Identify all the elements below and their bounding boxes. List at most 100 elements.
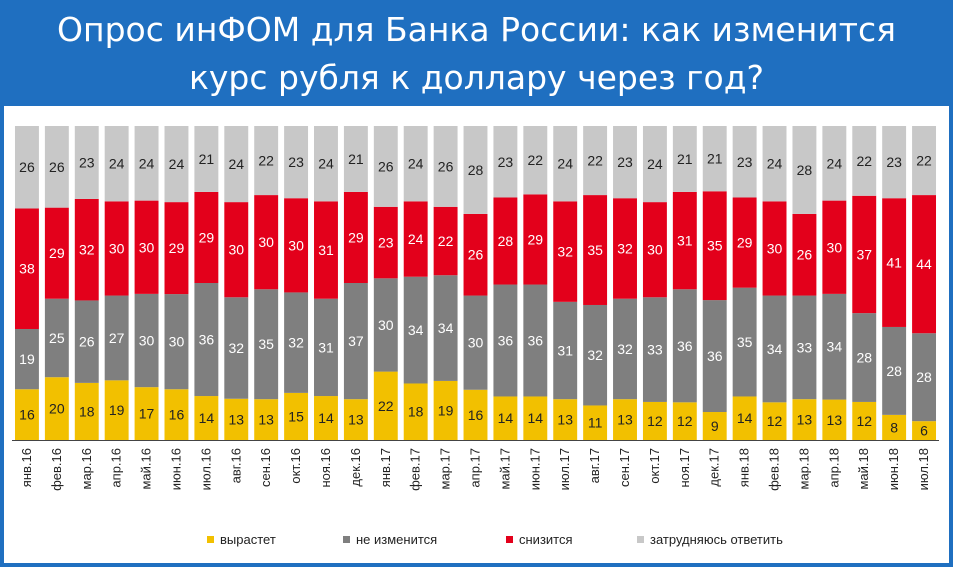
x-tick-label: мар.17 xyxy=(438,448,453,489)
data-label: 28 xyxy=(797,162,813,178)
data-label: 28 xyxy=(498,233,514,249)
data-label: 26 xyxy=(49,159,65,175)
bar-segment xyxy=(642,126,667,203)
data-label: 30 xyxy=(258,234,274,250)
bar-segment xyxy=(762,201,787,296)
bar-segment xyxy=(224,202,249,298)
data-label: 18 xyxy=(79,403,95,419)
data-label: 32 xyxy=(617,240,633,256)
data-label: 23 xyxy=(617,154,633,170)
bar-segment xyxy=(74,198,99,301)
legend-label: вырастет xyxy=(220,532,276,547)
bar-segment xyxy=(672,126,697,192)
bar-segment xyxy=(822,293,847,400)
bar-segment xyxy=(792,399,817,440)
x-tick-label: июл.18 xyxy=(916,448,931,490)
title-line-1: Опрос инФОМ для Банка России: как измени… xyxy=(57,10,896,49)
bar-segment xyxy=(702,191,727,301)
data-label: 14 xyxy=(737,410,753,426)
bar-segment xyxy=(613,198,637,299)
legend-label: затрудняюсь ответить xyxy=(650,532,783,547)
x-tick-label: фев.17 xyxy=(408,448,423,491)
bar-segment xyxy=(642,297,667,402)
bar-segment xyxy=(104,126,129,202)
bar-segment xyxy=(583,195,608,305)
bar-segment xyxy=(792,213,817,296)
data-label: 32 xyxy=(617,341,633,357)
bar-segment xyxy=(493,126,518,198)
data-label: 20 xyxy=(49,401,65,417)
bar-segment xyxy=(912,421,937,440)
data-label: 26 xyxy=(797,247,813,263)
data-label: 33 xyxy=(797,339,813,355)
data-label: 28 xyxy=(886,363,902,379)
bar-segment xyxy=(433,275,458,381)
data-label: 13 xyxy=(228,411,244,427)
data-label: 28 xyxy=(856,350,872,366)
data-label: 35 xyxy=(707,238,723,254)
bar-segment xyxy=(852,126,877,196)
data-label: 26 xyxy=(19,159,35,175)
bar-segment xyxy=(852,313,877,402)
bar-segment xyxy=(553,126,578,202)
data-label: 30 xyxy=(468,335,484,351)
data-label: 19 xyxy=(438,402,454,418)
bar-segment xyxy=(702,126,727,192)
data-label: 11 xyxy=(588,415,603,431)
bar-segment xyxy=(164,389,189,440)
x-tick-label: мар.18 xyxy=(796,448,811,489)
bar-segment xyxy=(44,298,69,378)
data-label: 36 xyxy=(498,333,514,349)
bar-segment xyxy=(284,126,309,199)
data-label: 13 xyxy=(827,412,843,428)
data-label: 28 xyxy=(916,369,932,385)
data-label: 19 xyxy=(109,402,125,418)
bar-segment xyxy=(373,126,398,207)
bar-segment xyxy=(194,191,219,283)
bar-segment xyxy=(224,297,249,399)
data-label: 32 xyxy=(288,335,304,351)
bar-segment xyxy=(284,392,309,440)
data-label: 33 xyxy=(647,342,663,358)
data-label: 22 xyxy=(528,152,544,168)
data-label: 44 xyxy=(916,256,932,272)
bar-segment xyxy=(762,295,787,403)
bar-segment xyxy=(493,197,518,285)
bar-segment xyxy=(254,126,279,196)
data-label: 32 xyxy=(587,347,603,363)
bar-segment xyxy=(343,191,368,283)
bar-segment xyxy=(314,126,338,202)
bar-segment xyxy=(672,191,697,290)
data-label: 30 xyxy=(288,237,304,253)
data-label: 31 xyxy=(557,343,573,359)
bar-segment xyxy=(523,194,548,285)
data-label: 12 xyxy=(767,413,783,429)
data-label: 23 xyxy=(498,154,514,170)
bar-segment xyxy=(284,292,309,393)
bar-segment xyxy=(224,126,249,203)
bar-segment xyxy=(194,126,219,192)
bar-segment xyxy=(433,380,458,440)
data-label: 8 xyxy=(890,419,898,435)
x-tick-label: янв.18 xyxy=(737,448,752,487)
bar-segment xyxy=(882,326,907,415)
bar-segment xyxy=(732,287,757,397)
bar-segment xyxy=(14,328,39,390)
x-tick-label: сен.16 xyxy=(258,448,273,487)
bar-segment xyxy=(104,295,129,381)
bar-segment xyxy=(463,213,488,296)
stacked-bar-chart: 16 19 38 26 янв.16 20 25 29 26 фев.16 18 26 32 23 мар.… xyxy=(12,126,939,547)
data-label: 13 xyxy=(258,412,274,428)
data-label: 31 xyxy=(677,233,693,249)
x-tick-label: апр.18 xyxy=(826,448,841,488)
chart-title: Опрос инФОМ для Банка России: как измени… xyxy=(0,0,953,104)
bar-segment xyxy=(373,278,398,372)
bar-segment xyxy=(762,126,787,202)
data-label: 26 xyxy=(378,158,394,174)
bar-segment xyxy=(912,195,937,334)
data-label: 24 xyxy=(139,155,155,171)
data-label: 35 xyxy=(587,242,603,258)
data-label: 34 xyxy=(827,339,843,355)
bar-segment xyxy=(254,289,279,400)
bar-segment xyxy=(762,402,787,440)
